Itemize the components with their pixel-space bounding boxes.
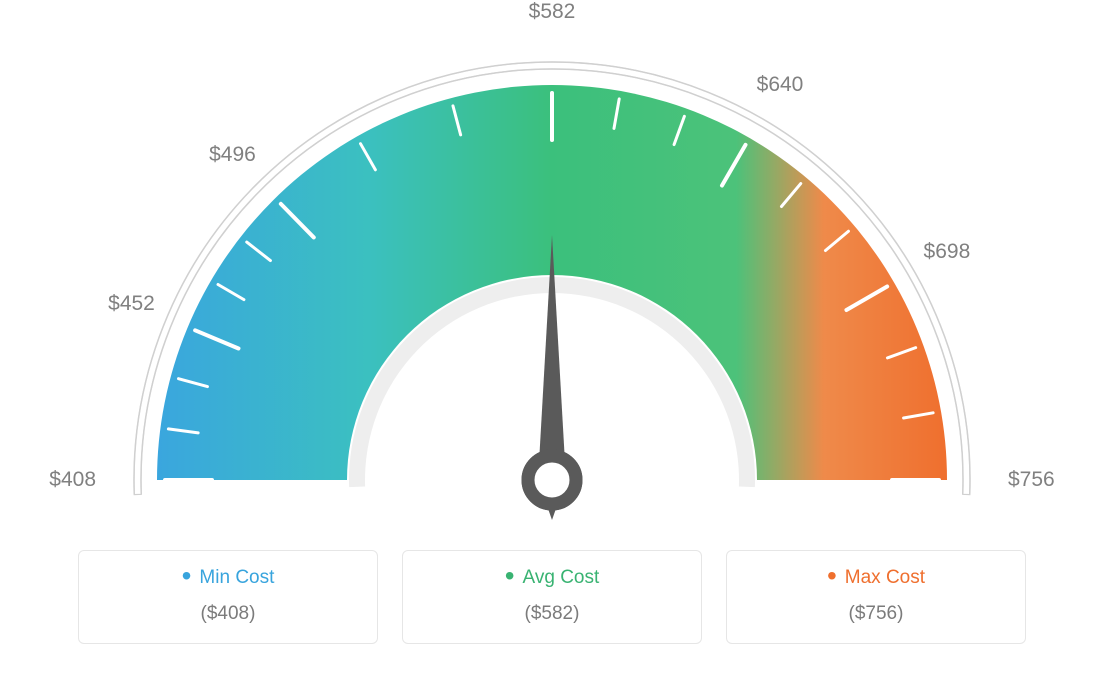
gauge-tick-label: $698 (924, 240, 971, 264)
gauge-tick-label: $408 (49, 468, 96, 492)
legend-avg-label: Avg Cost (403, 567, 701, 589)
legend-max: Max Cost ($756) (726, 550, 1026, 644)
cost-gauge: $408 $452 $496 $582 $640 $698 $756 (0, 0, 1104, 540)
legend-row: Min Cost ($408) Avg Cost ($582) Max Cost… (0, 540, 1104, 644)
legend-max-label: Max Cost (727, 567, 1025, 589)
gauge-tick-label: $582 (529, 0, 576, 24)
legend-avg: Avg Cost ($582) (402, 550, 702, 644)
gauge-tick-label: $756 (1008, 468, 1055, 492)
legend-avg-value: ($582) (403, 603, 701, 625)
legend-min: Min Cost ($408) (78, 550, 378, 644)
gauge-tick-label: $496 (209, 143, 256, 167)
gauge-tick-label: $640 (757, 73, 804, 97)
legend-max-value: ($756) (727, 603, 1025, 625)
legend-min-value: ($408) (79, 603, 377, 625)
gauge-svg (0, 0, 1104, 540)
gauge-tick-label: $452 (108, 292, 155, 316)
legend-min-label: Min Cost (79, 567, 377, 589)
